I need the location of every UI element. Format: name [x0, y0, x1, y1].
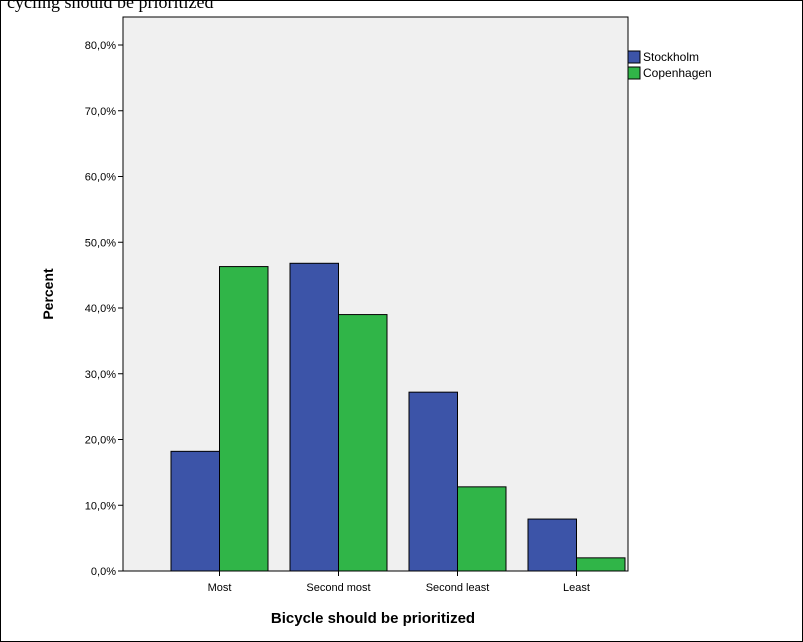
- legend-label-copenhagen: Copenhagen: [643, 66, 712, 80]
- legend: Stockholm Copenhagen: [627, 50, 712, 80]
- legend-label-stockholm: Stockholm: [643, 50, 699, 64]
- bar-stockholm-0: [170, 450, 220, 572]
- y-tick-label: 70,0%: [85, 106, 116, 118]
- y-tick-label: 40,0%: [85, 303, 116, 315]
- y-tick-label: 60,0%: [85, 172, 116, 184]
- bar-copenhagen-0: [219, 266, 269, 572]
- y-tick-label: 30,0%: [85, 369, 116, 381]
- bars-group: [170, 262, 626, 572]
- x-tick-label: Least: [563, 582, 590, 594]
- y-axis-title: Percent: [40, 268, 56, 320]
- y-tick-label: 0,0%: [91, 566, 116, 578]
- y-tick-label: 80,0%: [85, 40, 116, 52]
- top-caption: cycling should be prioritized: [7, 0, 214, 12]
- bar-stockholm-1: [289, 262, 339, 572]
- y-tick-label: 10,0%: [85, 500, 116, 512]
- x-tick-label: Second most: [306, 582, 370, 594]
- bar-stockholm-2: [408, 391, 458, 572]
- x-axis: Most Second most Second least Least: [208, 571, 590, 594]
- bar-copenhagen-3: [576, 557, 626, 572]
- y-axis: 0,0% 10,0% 20,0% 30,0% 40,0% 50,0% 60,0% 70,0% 8…: [85, 40, 123, 578]
- bar-copenhagen-1: [338, 314, 388, 572]
- x-tick-label: Second least: [426, 582, 490, 594]
- bar-copenhagen-2: [457, 486, 507, 572]
- bar-stockholm-3: [527, 518, 577, 572]
- x-axis-title: Bicycle should be prioritized: [271, 610, 475, 627]
- y-tick-label: 50,0%: [85, 237, 116, 249]
- legend-swatch-stockholm: [627, 50, 641, 64]
- x-tick-label: Most: [208, 582, 232, 594]
- legend-swatch-copenhagen: [627, 66, 641, 80]
- y-tick-label: 20,0%: [85, 435, 116, 447]
